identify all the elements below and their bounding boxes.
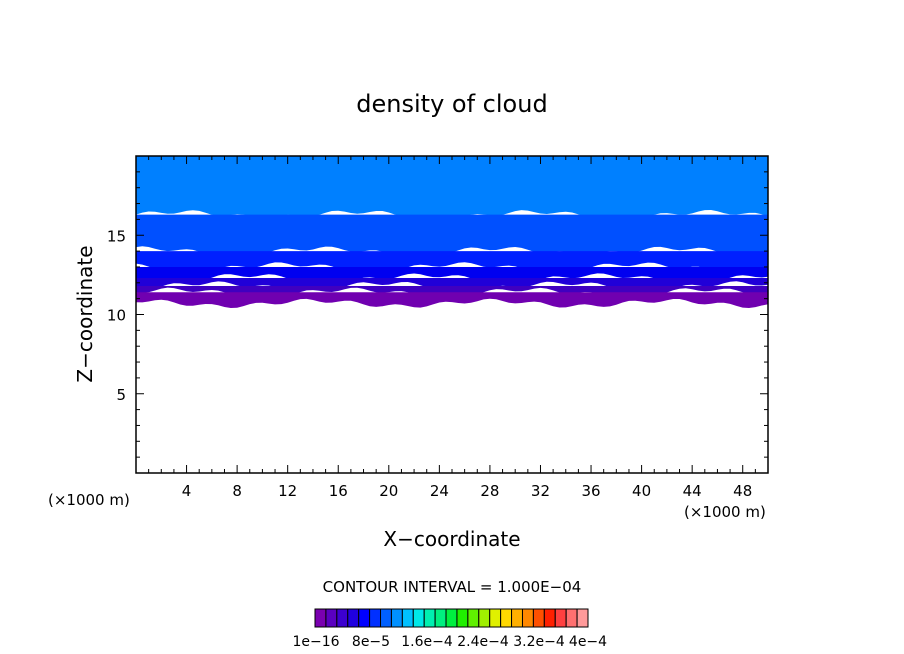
colorbar-swatch [434, 608, 447, 628]
colorbar-labels: 1e−16 8e−5 1.6e−4 2.4e−4 3.2e−4 4e−4 [292, 634, 607, 650]
x-tick-label: 4 [182, 482, 192, 500]
x-axis-label: X−coordinate [383, 527, 520, 551]
density-field [136, 156, 768, 308]
x-tick-label: 20 [379, 482, 398, 500]
y-tick-label: 5 [116, 386, 126, 404]
colorbar-swatch [390, 608, 403, 628]
density-layer [136, 156, 768, 220]
colorbar-swatch [478, 608, 491, 628]
x-axis-ticks: 4 8 12 16 20 24 28 32 36 40 44 48 [135, 156, 769, 500]
colorbar [314, 608, 589, 628]
colorbar-label: 3.2e−4 [513, 634, 565, 650]
density-layer [136, 292, 768, 308]
colorbar-label: 1.6e−4 [401, 634, 453, 650]
x-tick-label: 28 [480, 482, 499, 500]
density-layer [136, 214, 768, 256]
colorbar-label: 4e−4 [569, 634, 607, 650]
colorbar-swatch [543, 608, 556, 628]
x-tick-label: 12 [278, 482, 297, 500]
y-tick-label: 10 [107, 307, 126, 325]
x-tick-label: 32 [531, 482, 550, 500]
colorbar-swatch [412, 608, 425, 628]
colorbar-swatch [401, 608, 414, 628]
y-tick-label: 15 [107, 227, 126, 245]
colorbar-swatch [489, 608, 502, 628]
colorbar-label: 8e−5 [352, 634, 390, 650]
colorbar-swatch [358, 608, 371, 628]
colorbar-swatch [576, 608, 589, 628]
y-axis-ticks: 5 10 15 [107, 155, 768, 474]
x-unit-right: (×1000 m) [684, 503, 766, 521]
x-tick-label: 8 [232, 482, 242, 500]
contour-interval-text: CONTOUR INTERVAL = 1.000E−04 [323, 578, 582, 596]
colorbar-swatch [511, 608, 523, 628]
x-tick-label: 36 [581, 482, 600, 500]
density-layer [136, 251, 768, 272]
x-tick-label: 48 [733, 482, 752, 500]
colorbar-swatch [532, 608, 545, 628]
colorbar-swatch [467, 608, 480, 628]
colorbar-swatch [565, 608, 578, 628]
chart-title: density of cloud [356, 90, 547, 118]
colorbar-label: 1e−16 [292, 634, 339, 650]
colorbar-swatch [456, 608, 469, 628]
colorbar-swatch [423, 608, 436, 628]
colorbar-swatch [336, 608, 349, 628]
colorbar-swatch [347, 608, 360, 628]
colorbar-swatch [369, 608, 382, 628]
x-tick-label: 40 [632, 482, 651, 500]
colorbar-swatch [500, 608, 513, 628]
colorbar-swatch [314, 608, 327, 628]
y-axis-label: Z−coordinate [73, 245, 97, 382]
colorbar-swatch [325, 608, 338, 628]
colorbar-swatch [554, 608, 567, 628]
x-tick-label: 24 [430, 482, 449, 500]
colorbar-swatch [521, 608, 534, 628]
x-tick-label: 16 [329, 482, 348, 500]
x-unit-left: (×1000 m) [48, 491, 130, 509]
colorbar-swatch [380, 608, 392, 628]
x-tick-label: 44 [683, 482, 702, 500]
colorbar-swatch [445, 608, 458, 628]
colorbar-label: 2.4e−4 [457, 634, 509, 650]
